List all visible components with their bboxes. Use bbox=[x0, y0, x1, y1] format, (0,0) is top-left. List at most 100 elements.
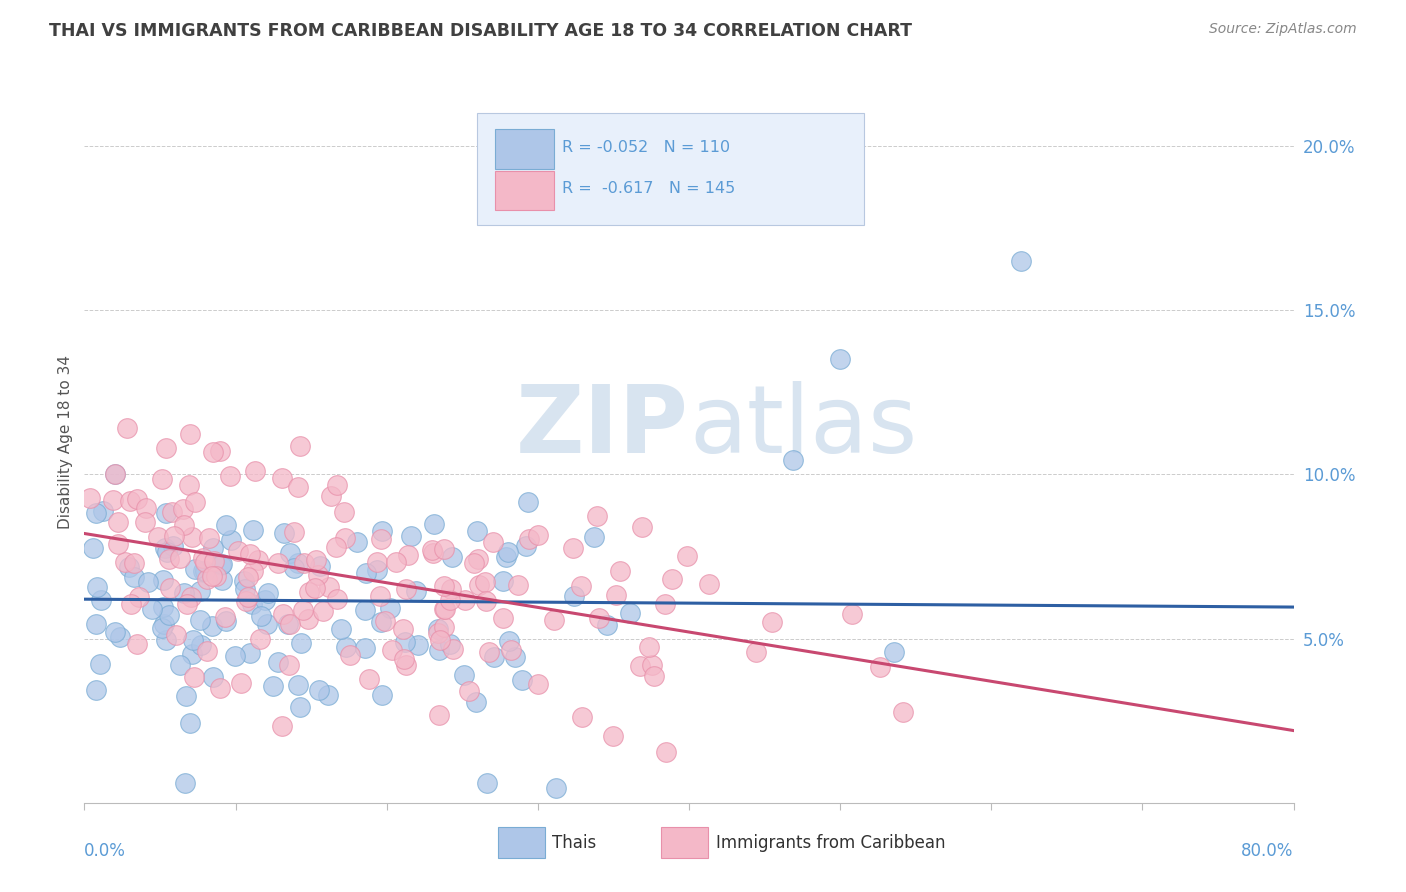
Point bbox=[233, 582, 256, 596]
Point bbox=[366, 563, 388, 577]
Point bbox=[125, 637, 148, 651]
Point bbox=[176, 597, 198, 611]
Point bbox=[434, 602, 457, 616]
Point bbox=[169, 657, 191, 672]
Point bbox=[458, 683, 481, 698]
Point bbox=[114, 555, 136, 569]
Point bbox=[309, 559, 332, 574]
Point bbox=[179, 478, 201, 492]
Point bbox=[190, 638, 212, 652]
Point bbox=[201, 670, 224, 684]
Point bbox=[160, 505, 183, 519]
Point bbox=[194, 555, 217, 569]
Point bbox=[155, 507, 177, 521]
Point bbox=[474, 594, 496, 608]
Point bbox=[394, 635, 416, 649]
Text: Source: ZipAtlas.com: Source: ZipAtlas.com bbox=[1209, 22, 1357, 37]
Point bbox=[205, 569, 228, 583]
Point bbox=[198, 531, 221, 545]
Point bbox=[288, 699, 311, 714]
Point bbox=[173, 586, 195, 600]
Point bbox=[288, 439, 311, 453]
Point bbox=[82, 541, 104, 555]
Point bbox=[499, 643, 522, 657]
Text: ZIP: ZIP bbox=[516, 381, 689, 473]
Point bbox=[152, 472, 174, 486]
Point bbox=[440, 549, 463, 564]
Point bbox=[115, 421, 138, 435]
Point bbox=[395, 582, 418, 596]
Text: 80.0%: 80.0% bbox=[1241, 842, 1294, 860]
Point bbox=[201, 541, 224, 556]
Point bbox=[194, 564, 217, 578]
Point bbox=[157, 607, 180, 622]
Point bbox=[152, 599, 174, 614]
Point bbox=[201, 619, 224, 633]
Point bbox=[353, 641, 375, 656]
Point bbox=[86, 580, 108, 594]
Point bbox=[482, 534, 505, 549]
Point bbox=[104, 624, 127, 639]
Point bbox=[159, 582, 181, 596]
Point bbox=[218, 469, 240, 483]
Point bbox=[104, 467, 127, 481]
Point bbox=[188, 613, 211, 627]
Point bbox=[422, 516, 444, 531]
Point bbox=[454, 593, 477, 607]
Point bbox=[278, 617, 301, 632]
Point bbox=[174, 690, 197, 704]
Point bbox=[146, 530, 169, 544]
Point bbox=[406, 638, 429, 652]
Point bbox=[157, 551, 180, 566]
Point bbox=[179, 716, 201, 731]
Point bbox=[396, 548, 419, 562]
Y-axis label: Disability Age 18 to 34: Disability Age 18 to 34 bbox=[58, 354, 73, 529]
Point bbox=[1011, 253, 1033, 268]
Point bbox=[125, 492, 148, 507]
Point bbox=[433, 602, 456, 616]
Point bbox=[395, 658, 418, 673]
Point bbox=[107, 515, 129, 529]
Point bbox=[697, 577, 720, 591]
Point bbox=[429, 633, 451, 648]
Point bbox=[90, 593, 112, 607]
Point bbox=[569, 579, 592, 593]
Point bbox=[201, 445, 224, 459]
Point bbox=[661, 573, 683, 587]
Point bbox=[630, 658, 652, 673]
Point bbox=[401, 529, 423, 543]
Point bbox=[432, 579, 454, 593]
Point bbox=[262, 679, 284, 693]
Point bbox=[546, 780, 568, 795]
Point bbox=[162, 539, 184, 553]
Point bbox=[245, 465, 267, 479]
Point bbox=[609, 565, 631, 579]
Point bbox=[152, 574, 174, 588]
Point bbox=[562, 589, 585, 603]
Point bbox=[155, 633, 177, 648]
Point bbox=[353, 602, 375, 616]
Point bbox=[173, 518, 195, 533]
Point bbox=[508, 578, 530, 592]
Point bbox=[267, 557, 290, 571]
Point bbox=[233, 574, 256, 588]
Point bbox=[429, 643, 451, 657]
Point bbox=[283, 525, 305, 540]
Point bbox=[209, 681, 232, 695]
FancyBboxPatch shape bbox=[495, 129, 554, 169]
Point bbox=[108, 630, 131, 644]
Point bbox=[370, 615, 392, 629]
Point bbox=[433, 542, 456, 557]
Point bbox=[543, 613, 565, 627]
Point bbox=[761, 615, 783, 629]
Point bbox=[516, 495, 538, 509]
Point bbox=[654, 745, 676, 759]
Point bbox=[287, 678, 309, 692]
Point bbox=[427, 707, 450, 722]
FancyBboxPatch shape bbox=[498, 828, 546, 858]
Text: Immigrants from Caribbean: Immigrants from Caribbean bbox=[716, 833, 945, 852]
Point bbox=[883, 645, 905, 659]
Point bbox=[136, 575, 159, 590]
Point bbox=[422, 546, 444, 560]
Point bbox=[492, 574, 515, 589]
